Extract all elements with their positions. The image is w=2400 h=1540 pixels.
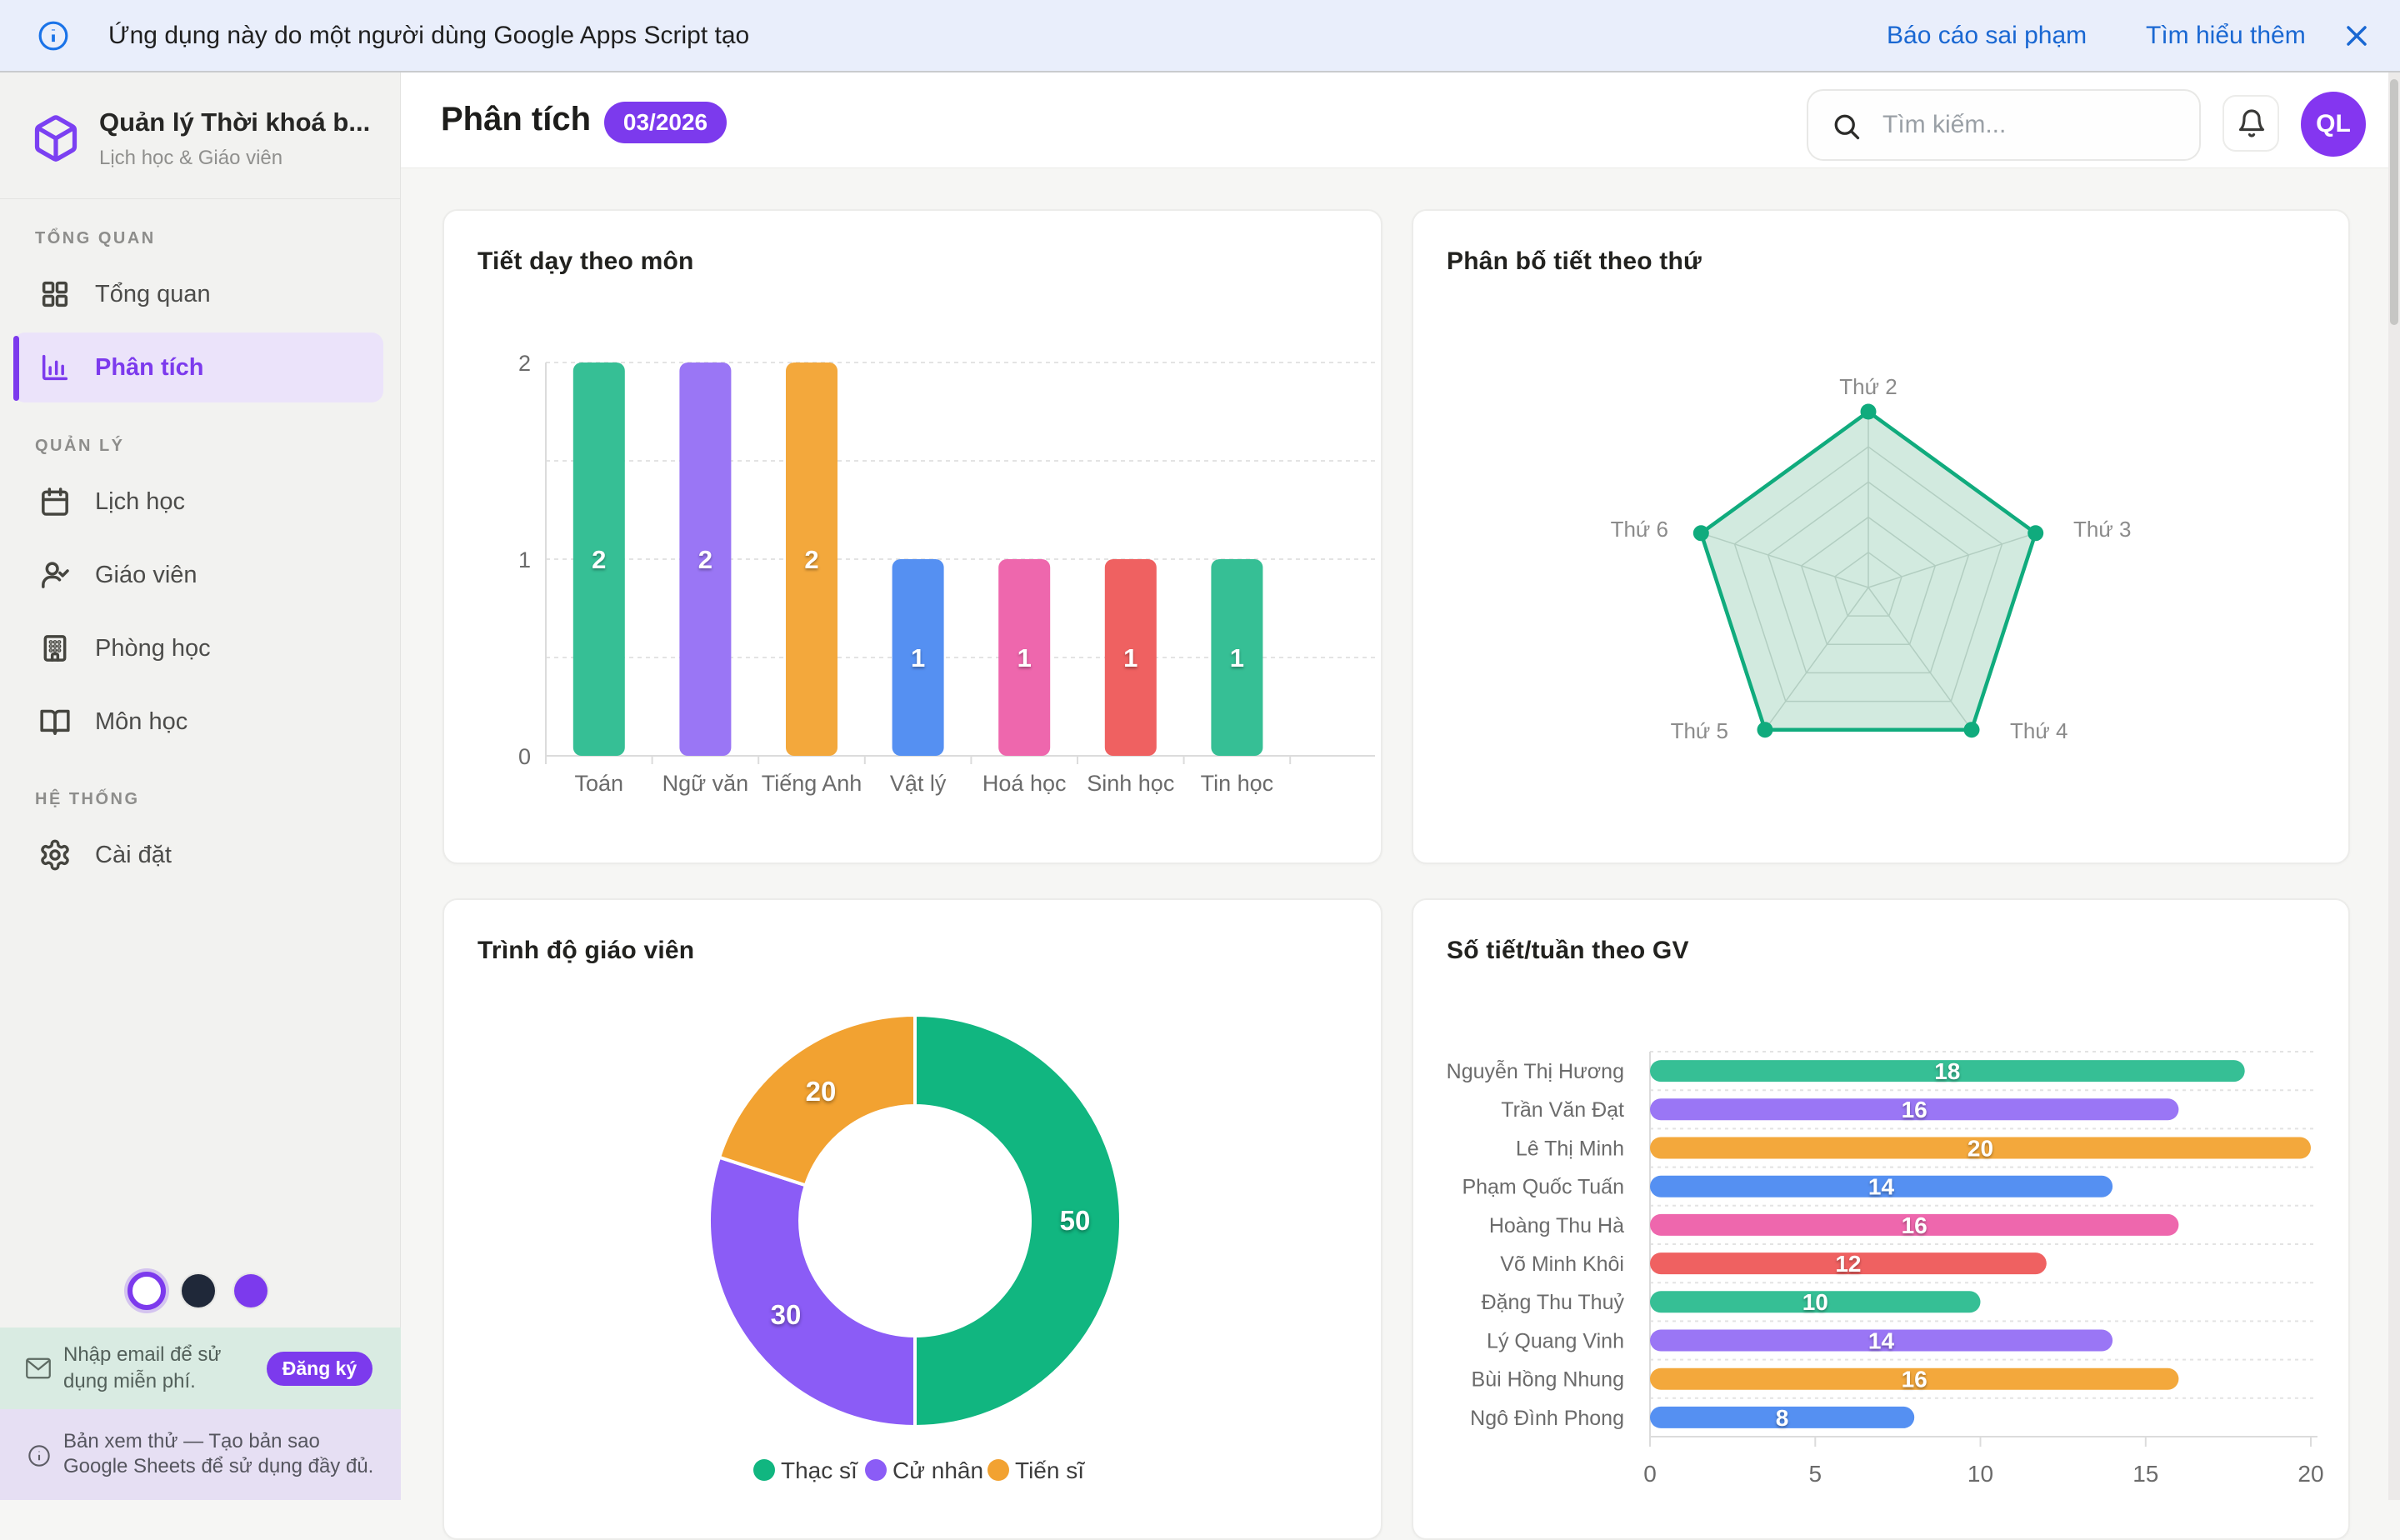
svg-text:14: 14 [1868, 1328, 1895, 1353]
svg-text:Thứ 3: Thứ 3 [2073, 517, 2131, 542]
svg-text:12: 12 [1835, 1251, 1861, 1277]
svg-text:18: 18 [1934, 1058, 1960, 1084]
svg-text:20: 20 [2298, 1461, 2323, 1487]
svg-text:2: 2 [698, 545, 712, 574]
svg-text:Thứ 2: Thứ 2 [1839, 374, 1897, 399]
svg-text:1: 1 [518, 548, 531, 572]
svg-text:Thạc sĩ: Thạc sĩ [781, 1458, 858, 1483]
svg-text:Lê Thị Minh: Lê Thị Minh [1516, 1137, 1624, 1160]
svg-text:1: 1 [1230, 643, 1244, 672]
svg-text:Cử nhân: Cử nhân [892, 1458, 983, 1483]
svg-text:0: 0 [518, 744, 531, 769]
svg-text:16: 16 [1902, 1097, 1928, 1122]
svg-text:2: 2 [518, 351, 531, 376]
svg-text:Đặng Thu Thuỷ: Đặng Thu Thuỷ [1482, 1291, 1625, 1314]
svg-text:2: 2 [592, 545, 606, 574]
svg-text:Tin học: Tin học [1201, 771, 1274, 796]
svg-text:Nguyễn Thị Hương: Nguyễn Thị Hương [1447, 1059, 1624, 1083]
svg-text:Trần Văn Đạt: Trần Văn Đạt [1501, 1098, 1624, 1122]
svg-text:Vật lý: Vật lý [890, 771, 947, 796]
svg-text:Hoàng Thu Hà: Hoàng Thu Hà [1489, 1214, 1624, 1238]
svg-text:10: 10 [1802, 1289, 1828, 1315]
svg-text:Tiếng Anh: Tiếng Anh [762, 771, 862, 796]
svg-text:14: 14 [1868, 1174, 1895, 1200]
svg-text:20: 20 [1968, 1135, 1993, 1161]
svg-text:15: 15 [2132, 1461, 2158, 1487]
svg-text:Tiến sĩ: Tiến sĩ [1015, 1458, 1085, 1483]
svg-text:10: 10 [1968, 1461, 1993, 1487]
svg-text:Lý Quang Vinh: Lý Quang Vinh [1487, 1329, 1624, 1352]
svg-text:1: 1 [1123, 643, 1138, 672]
svg-text:Ngữ văn: Ngữ văn [662, 771, 749, 796]
svg-text:Võ Minh Khôi: Võ Minh Khôi [1500, 1252, 1624, 1276]
svg-text:2: 2 [804, 545, 818, 574]
svg-text:Thứ 4: Thứ 4 [2010, 718, 2068, 743]
svg-text:Thứ 6: Thứ 6 [1611, 517, 1668, 542]
svg-text:0: 0 [1643, 1461, 1657, 1487]
svg-text:30: 30 [771, 1299, 802, 1330]
svg-text:Ngô Đình Phong: Ngô Đình Phong [1470, 1407, 1624, 1430]
svg-text:Thứ 5: Thứ 5 [1671, 718, 1728, 743]
svg-text:Sinh học: Sinh học [1087, 771, 1174, 796]
svg-text:8: 8 [1776, 1405, 1789, 1431]
svg-text:16: 16 [1902, 1212, 1928, 1238]
svg-text:1: 1 [911, 643, 925, 672]
svg-text:Toán: Toán [575, 771, 624, 796]
svg-text:Hoá học: Hoá học [982, 771, 1067, 796]
svg-text:1: 1 [1018, 643, 1032, 672]
svg-text:Phạm Quốc Tuấn: Phạm Quốc Tuấn [1462, 1176, 1624, 1199]
svg-text:50: 50 [1060, 1205, 1091, 1236]
svg-text:20: 20 [806, 1076, 837, 1107]
svg-text:Bùi Hồng Nhung: Bùi Hồng Nhung [1472, 1368, 1624, 1392]
svg-text:5: 5 [1809, 1461, 1822, 1487]
svg-text:16: 16 [1902, 1367, 1928, 1392]
